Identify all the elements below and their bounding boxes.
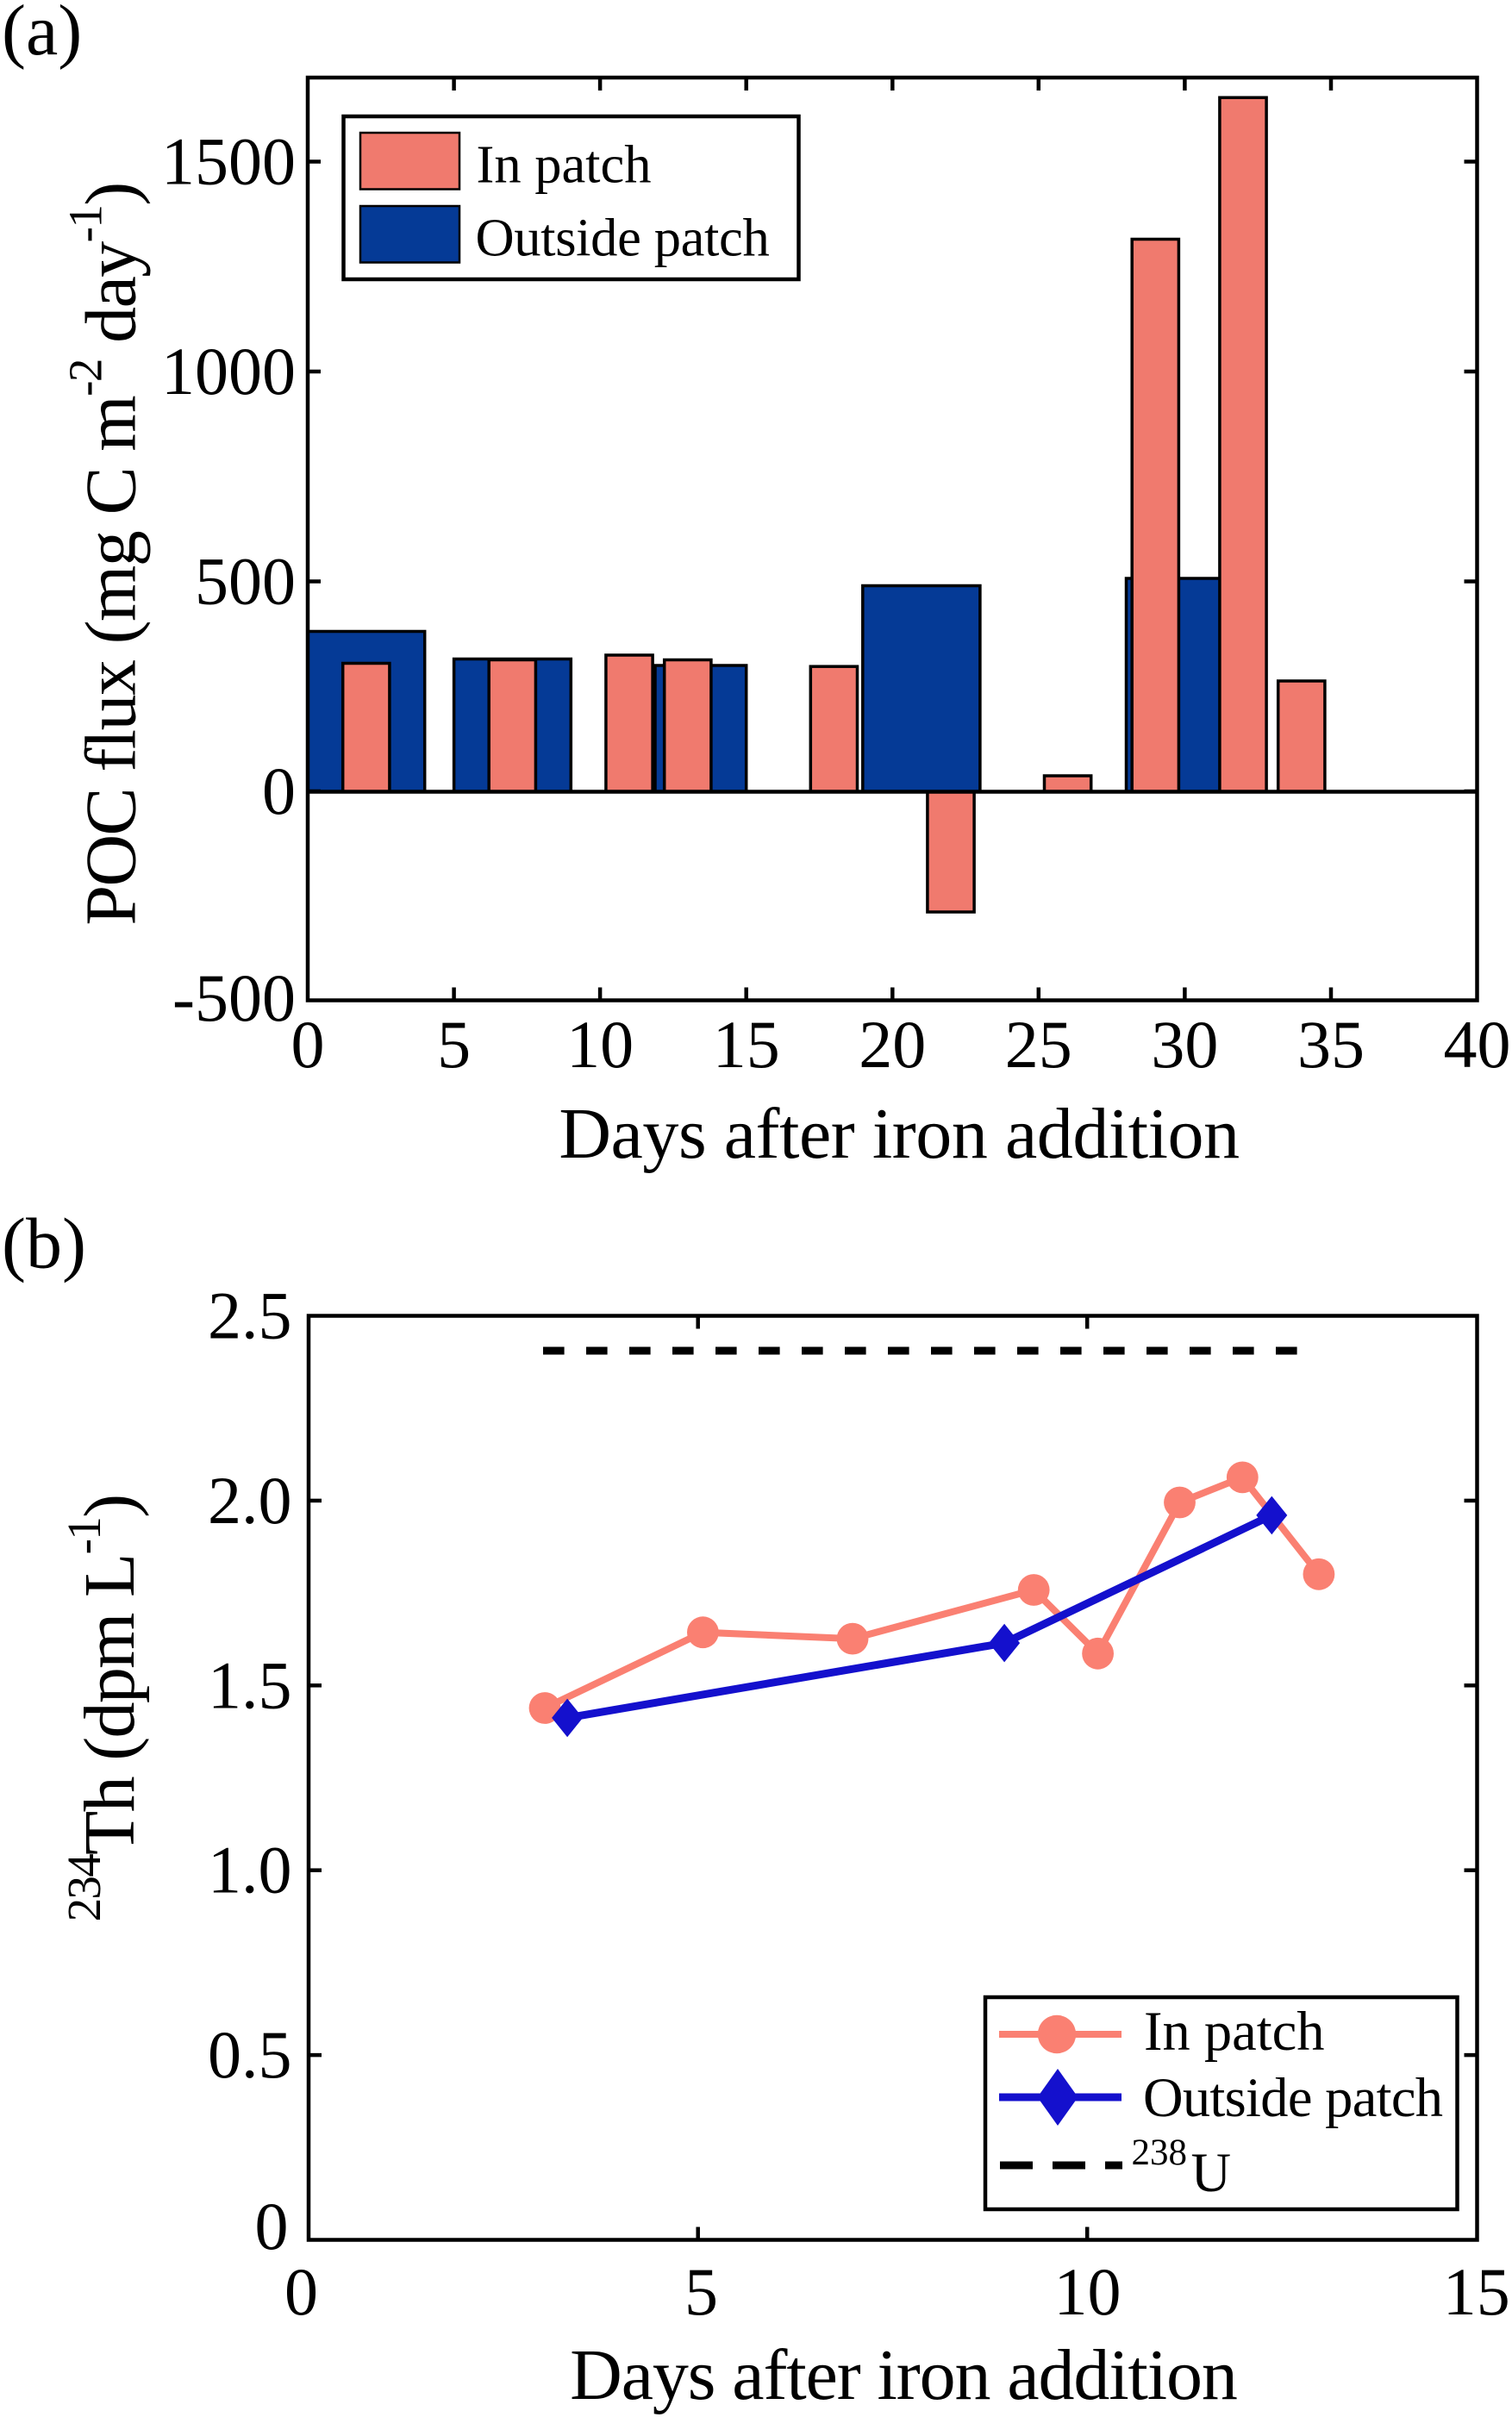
svg-text:Outside patch: Outside patch: [1143, 2067, 1443, 2128]
svg-text:2.5: 2.5: [208, 1278, 292, 1353]
svg-text:1500: 1500: [161, 124, 296, 199]
svg-text:40: 40: [1444, 1007, 1511, 1082]
svg-text:0: 0: [291, 1007, 325, 1082]
svg-text:0: 0: [284, 2254, 318, 2329]
svg-text:1.0: 1.0: [208, 1833, 292, 1908]
svg-text:238: 238: [1132, 2133, 1188, 2173]
svg-text:2.0: 2.0: [208, 1463, 292, 1538]
svg-text:35: 35: [1297, 1007, 1365, 1082]
svg-text:In patch: In patch: [1144, 2001, 1325, 2062]
svg-text:1000: 1000: [161, 334, 296, 409]
svg-text:(b): (b): [2, 1204, 86, 1284]
svg-text:30: 30: [1151, 1007, 1218, 1082]
svg-text:U: U: [1191, 2142, 1232, 2203]
svg-text:234Th (dpm L-1): 234Th (dpm L-1): [58, 1496, 150, 1922]
svg-text:15: 15: [713, 1007, 780, 1082]
svg-text:(a): (a): [2, 0, 82, 71]
svg-text:0.5: 0.5: [208, 2017, 292, 2092]
svg-text:0: 0: [255, 2189, 289, 2264]
svg-text:1.5: 1.5: [208, 1647, 292, 1722]
svg-text:0: 0: [262, 753, 296, 828]
svg-text:5: 5: [437, 1007, 471, 1082]
svg-text:500: 500: [195, 544, 296, 619]
svg-text:-500: -500: [172, 960, 296, 1035]
svg-text:Outside patch: Outside patch: [476, 208, 770, 268]
svg-text:10: 10: [566, 1007, 634, 1082]
svg-text:Days after iron addition: Days after iron addition: [559, 1094, 1239, 1174]
svg-text:In patch: In patch: [477, 134, 652, 195]
svg-text:20: 20: [859, 1007, 926, 1082]
svg-text:5: 5: [684, 2254, 718, 2329]
svg-text:15: 15: [1443, 2254, 1510, 2329]
svg-text:POC flux (mg C m-2 day-1): POC flux (mg C m-2 day-1): [59, 183, 152, 925]
svg-text:10: 10: [1054, 2254, 1122, 2329]
svg-text:25: 25: [1005, 1007, 1072, 1082]
svg-text:Days after iron addition: Days after iron addition: [570, 2335, 1237, 2415]
